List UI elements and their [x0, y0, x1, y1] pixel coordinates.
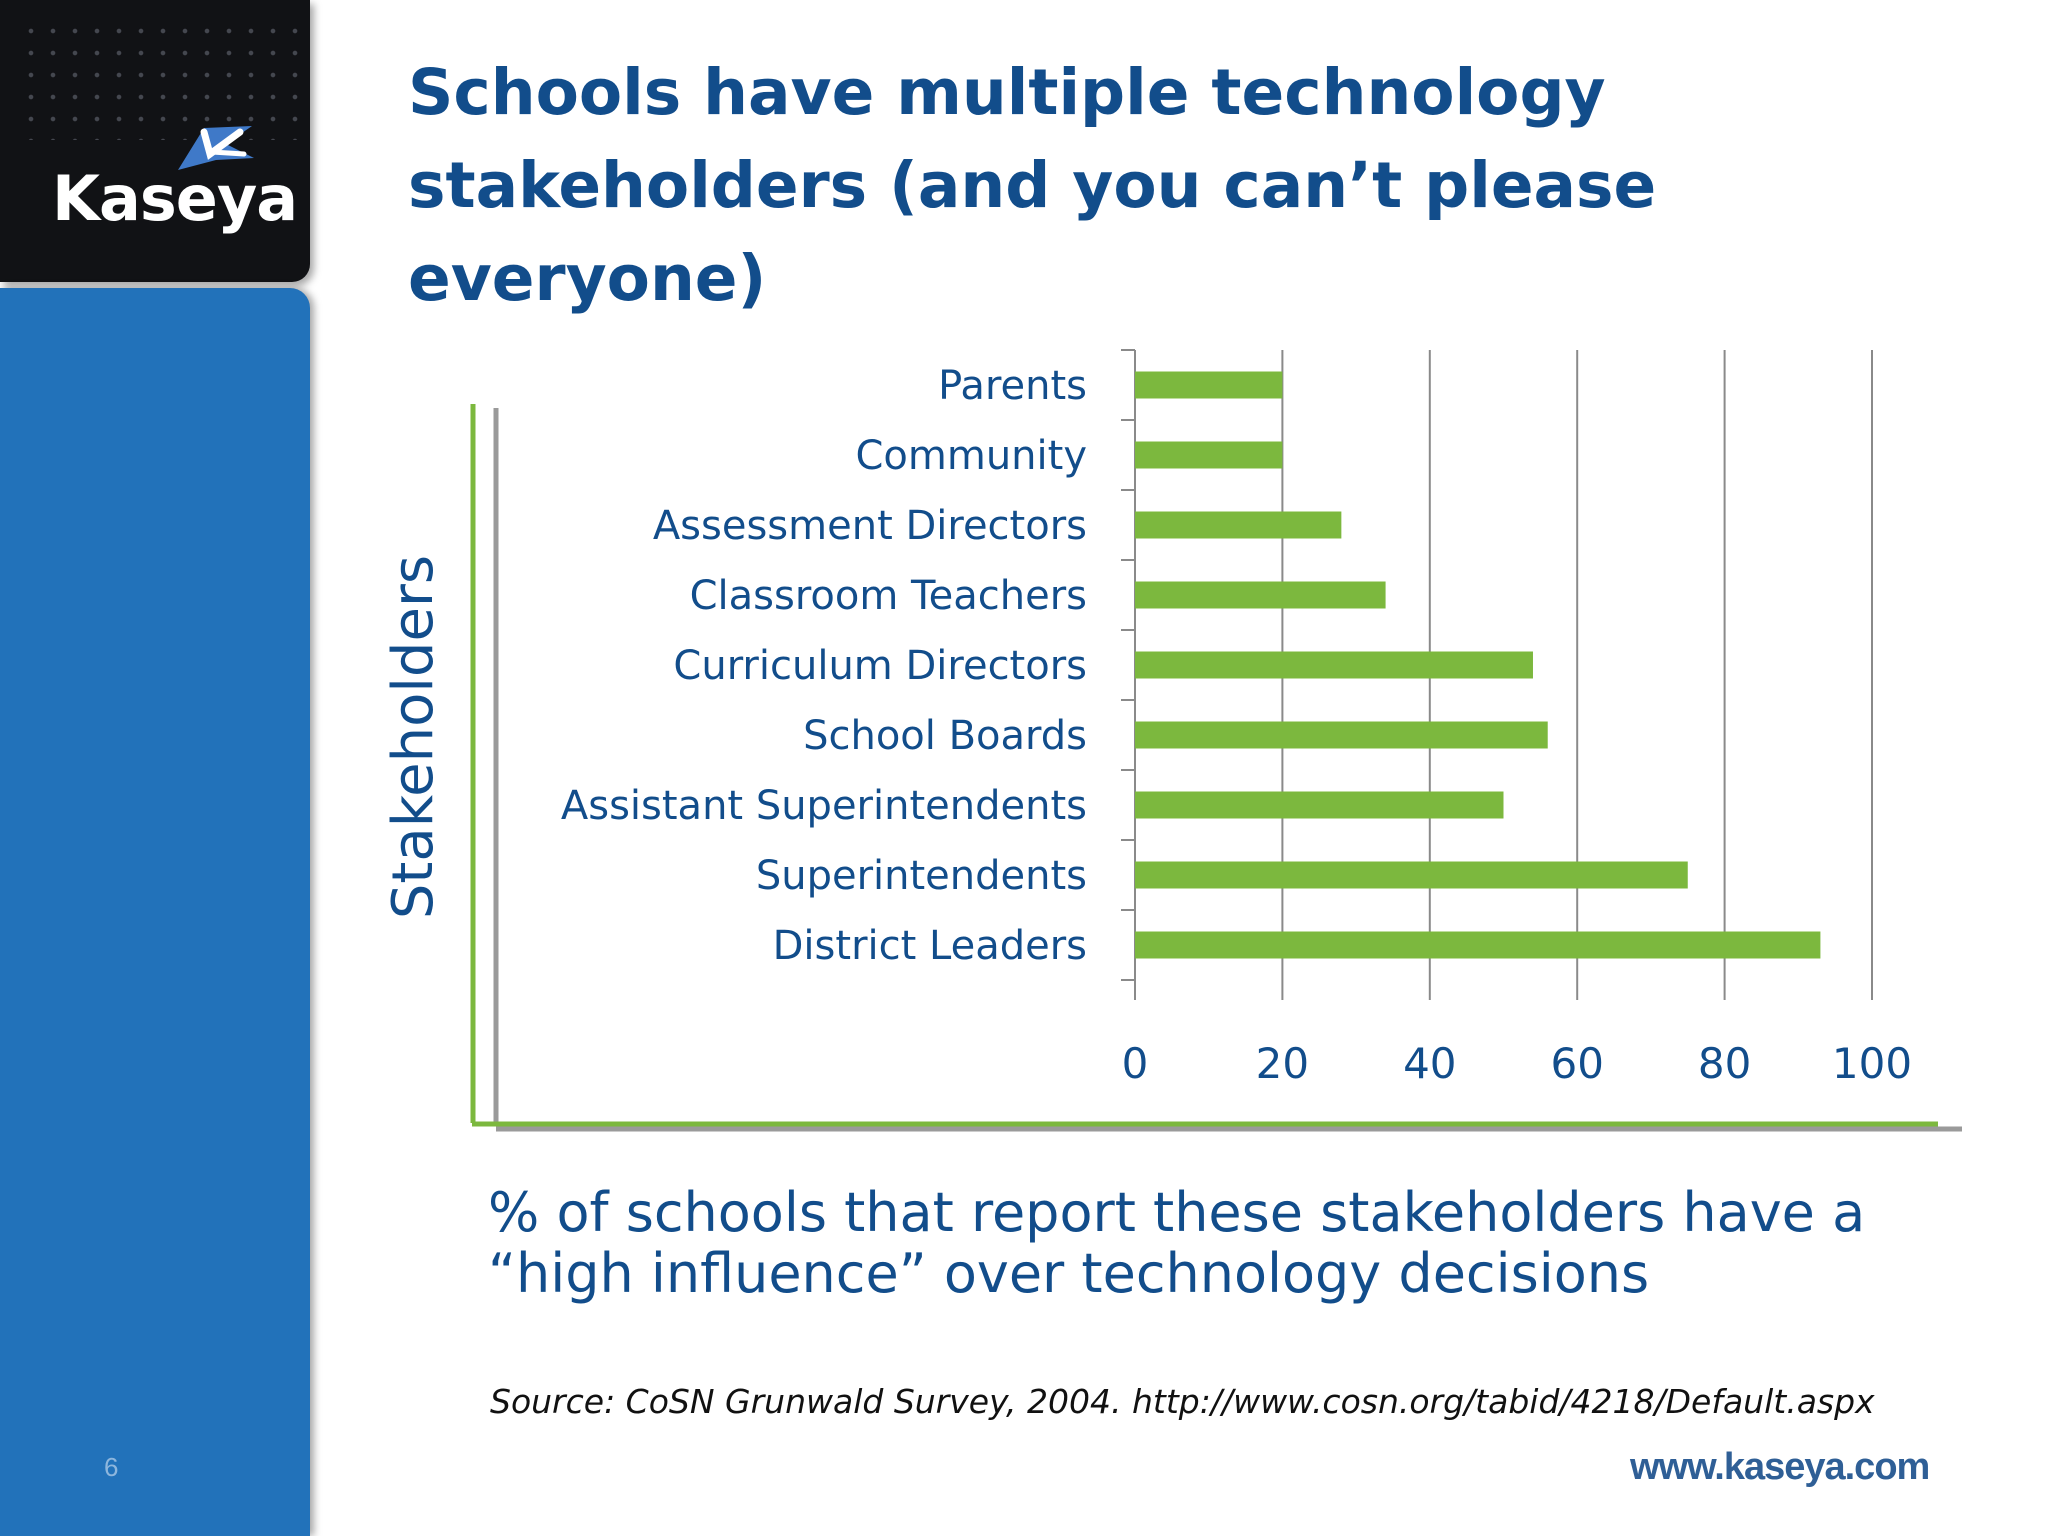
- bar: [1135, 441, 1283, 469]
- category-label: School Boards: [803, 713, 1087, 759]
- x-tick-label: 60: [1550, 1039, 1603, 1088]
- bar: [1135, 861, 1688, 889]
- dot-pattern: [20, 20, 300, 140]
- slide-title: Schools have multiple technology stakeho…: [408, 56, 1657, 315]
- category-label: Community: [855, 433, 1087, 479]
- category-label: Curriculum Directors: [673, 643, 1087, 689]
- logo-text: Kaseya: [52, 162, 298, 235]
- page-number: 6: [104, 1452, 119, 1482]
- bar: [1135, 931, 1821, 959]
- x-tick-label: 0: [1122, 1039, 1149, 1088]
- category-label: Superintendents: [756, 853, 1087, 899]
- bar: [1135, 721, 1548, 749]
- bar: [1135, 651, 1533, 679]
- x-tick-label: 80: [1698, 1039, 1751, 1088]
- category-label: Parents: [938, 363, 1087, 409]
- category-label: Assessment Directors: [653, 503, 1087, 549]
- chart-caption: % of schools that report these stakehold…: [488, 1181, 1866, 1305]
- y-axis-label: Stakeholders: [381, 555, 446, 919]
- bar: [1135, 791, 1504, 819]
- source-citation: Source: CoSN Grunwald Survey, 2004. http…: [490, 1382, 1875, 1421]
- x-tick-label: 40: [1403, 1039, 1456, 1088]
- x-tick-label: 100: [1832, 1039, 1912, 1088]
- x-tick-label: 20: [1256, 1039, 1309, 1088]
- kaseya-logo-icon: [178, 126, 254, 170]
- category-label: Classroom Teachers: [690, 573, 1087, 619]
- bar: [1135, 581, 1386, 609]
- website-link[interactable]: www.kaseya.com: [1630, 1446, 1930, 1488]
- logo-panel: Kaseya: [0, 0, 310, 282]
- category-label: District Leaders: [773, 923, 1087, 969]
- category-label: Assistant Superintendents: [561, 783, 1087, 829]
- bar: [1135, 511, 1342, 539]
- sidebar-panel: [0, 288, 310, 1536]
- bar: [1135, 371, 1283, 399]
